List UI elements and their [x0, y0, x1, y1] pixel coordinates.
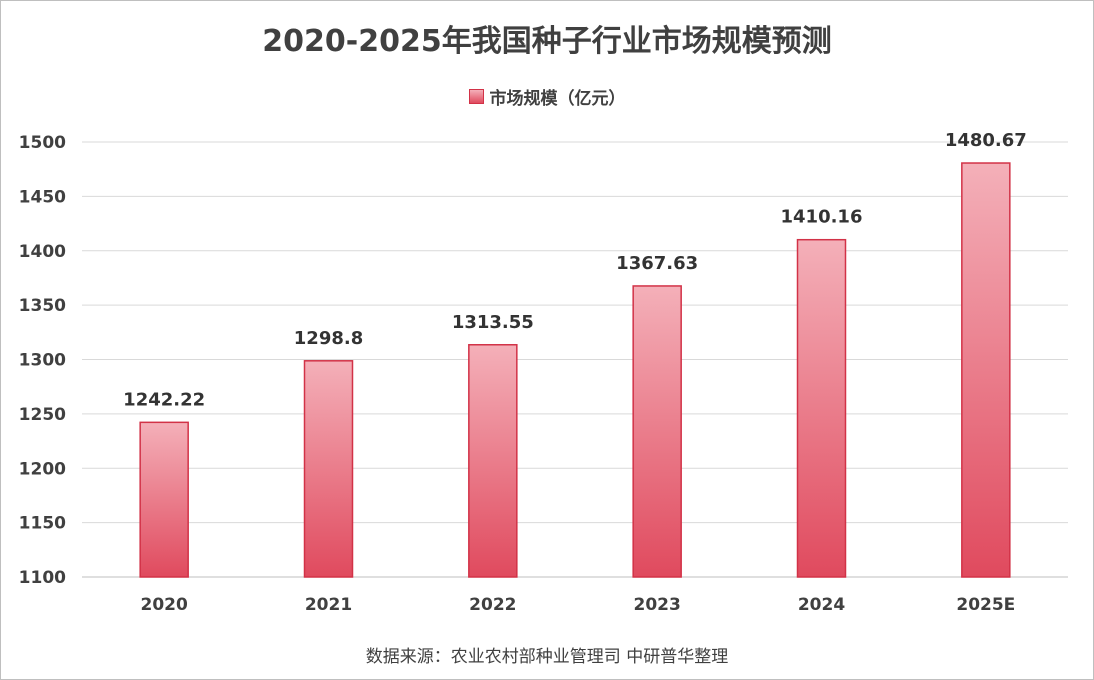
y-tick-label: 1450: [19, 187, 66, 207]
bar: [961, 162, 1011, 578]
data-label: 1410.16: [781, 207, 863, 228]
x-tick-label: 2022: [469, 595, 516, 615]
bar: [796, 238, 847, 578]
y-tick-label: 1500: [19, 133, 66, 153]
y-axis: 1100 1150 1200 1250 1300 1350 1400 1450 1500: [19, 133, 66, 588]
data-label: 1480.67: [945, 130, 1027, 151]
bar: [632, 285, 682, 578]
data-labels: 1242.22 1298.8 1313.55 1367.63 1410.16 1480.6…: [123, 130, 1027, 410]
legend-label: 市场规模（亿元）: [489, 88, 626, 109]
y-tick-label: 1400: [19, 242, 66, 262]
x-tick-label: 2021: [305, 595, 352, 615]
data-label: 1298.8: [294, 328, 363, 349]
x-tick-label: 2024: [798, 595, 845, 615]
legend: 市场规模（亿元）: [0, 84, 1094, 109]
bars: [139, 162, 1011, 578]
y-tick-label: 1100: [19, 568, 66, 588]
source-note: 数据来源：农业农村部种业管理司 中研普华整理: [365, 647, 729, 667]
gridlines: [82, 141, 1068, 578]
x-tick-label: 2025E: [956, 595, 1015, 615]
data-label: 1367.63: [616, 253, 698, 274]
y-tick-label: 1200: [19, 459, 66, 479]
y-tick-label: 1350: [19, 296, 66, 316]
x-axis: 2020 2021 2022 2023 2024 2025E: [141, 595, 1016, 615]
bar: [303, 360, 354, 578]
x-tick-label: 2020: [141, 595, 188, 615]
bar: [139, 421, 189, 578]
x-tick-label: 2023: [634, 595, 681, 615]
y-tick-label: 1150: [19, 514, 66, 534]
bar: [468, 344, 518, 578]
y-tick-label: 1250: [19, 405, 66, 425]
data-label: 1242.22: [123, 389, 205, 410]
y-tick-label: 1300: [19, 351, 66, 371]
chart-title: 2020-2025年我国种子行业市场规模预测: [262, 24, 832, 59]
legend-swatch: [468, 88, 484, 104]
data-label: 1313.55: [452, 312, 534, 333]
